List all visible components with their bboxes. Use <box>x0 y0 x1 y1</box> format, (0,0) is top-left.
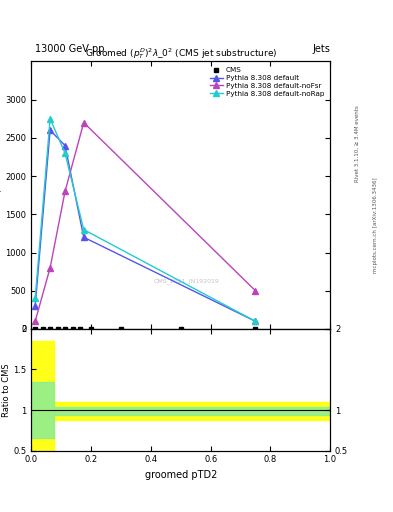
X-axis label: groomed pTD2: groomed pTD2 <box>145 470 217 480</box>
Legend: CMS, Pythia 8.308 default, Pythia 8.308 default-noFsr, Pythia 8.308 default-noRa: CMS, Pythia 8.308 default, Pythia 8.308 … <box>208 65 327 99</box>
Text: CMS_2021_JN192019: CMS_2021_JN192019 <box>154 278 220 284</box>
Text: Jets: Jets <box>312 44 330 54</box>
Line: Pythia 8.308 default: Pythia 8.308 default <box>32 127 258 324</box>
Pythia 8.308 default-noFsr <box>63 188 68 195</box>
CMS <box>253 326 258 332</box>
CMS <box>70 326 75 332</box>
Pythia 8.308 default <box>33 303 38 309</box>
Pythia 8.308 default <box>81 234 86 240</box>
Pythia 8.308 default-noFsr <box>33 318 38 325</box>
Pythia 8.308 default <box>253 318 258 325</box>
Y-axis label: Ratio to CMS: Ratio to CMS <box>2 363 11 417</box>
Line: Pythia 8.308 default-noFsr: Pythia 8.308 default-noFsr <box>32 120 258 324</box>
Pythia 8.308 default-noRap <box>81 226 86 232</box>
Line: Pythia 8.308 default-noRap: Pythia 8.308 default-noRap <box>32 116 258 324</box>
Pythia 8.308 default-noFsr <box>48 265 53 271</box>
CMS <box>63 326 68 332</box>
Pythia 8.308 default-noRap <box>253 318 258 325</box>
CMS <box>178 326 183 332</box>
Text: 13000 GeV pp: 13000 GeV pp <box>35 44 105 54</box>
Pythia 8.308 default-noRap <box>33 295 38 302</box>
Pythia 8.308 default <box>48 127 53 133</box>
CMS <box>89 326 94 332</box>
Line: CMS: CMS <box>33 327 257 331</box>
CMS <box>55 326 60 332</box>
CMS <box>119 326 123 332</box>
Pythia 8.308 default <box>63 142 68 148</box>
CMS <box>40 326 45 332</box>
CMS <box>48 326 53 332</box>
Pythia 8.308 default-noFsr <box>81 119 86 125</box>
Pythia 8.308 default-noRap <box>63 150 68 156</box>
Text: Rivet 3.1.10, ≥ 3.4M events: Rivet 3.1.10, ≥ 3.4M events <box>355 105 360 182</box>
Title: Groomed $(p_T^D)^2\lambda\_0^2$ (CMS jet substructure): Groomed $(p_T^D)^2\lambda\_0^2$ (CMS jet… <box>84 47 277 61</box>
Pythia 8.308 default-noFsr <box>253 288 258 294</box>
Pythia 8.308 default-noRap <box>48 116 53 122</box>
CMS <box>33 326 38 332</box>
CMS <box>78 326 83 332</box>
Y-axis label: $\frac{1}{\mathrm{d}N}$ / $\frac{\mathrm{d}N}{\mathrm{d}p\,\mathrm{d}\lambda}$: $\frac{1}{\mathrm{d}N}$ / $\frac{\mathrm… <box>0 179 4 211</box>
Text: mcplots.cern.ch [arXiv:1306.3436]: mcplots.cern.ch [arXiv:1306.3436] <box>373 178 378 273</box>
